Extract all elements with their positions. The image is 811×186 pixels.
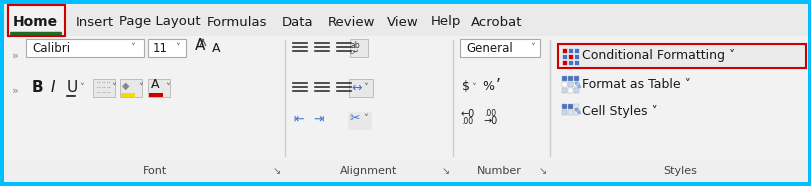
Text: %: %: [482, 79, 493, 92]
Bar: [573, 60, 578, 65]
Text: ✎: ✎: [573, 81, 581, 91]
Text: ˅: ˅: [111, 83, 116, 93]
Text: General: General: [466, 41, 512, 54]
Text: .00: .00: [483, 110, 496, 118]
Bar: [561, 82, 566, 87]
Text: Font: Font: [143, 166, 167, 176]
Text: Insert: Insert: [75, 15, 114, 28]
Text: ⇤: ⇤: [293, 113, 303, 126]
Text: ◆: ◆: [122, 81, 129, 91]
Text: Number: Number: [476, 166, 521, 176]
Text: ˅: ˅: [530, 43, 534, 53]
Text: ˅: ˅: [175, 43, 180, 53]
Text: ˅: ˅: [130, 43, 135, 53]
Bar: [568, 60, 573, 65]
Text: Home: Home: [13, 15, 58, 29]
Bar: [561, 54, 566, 59]
Bar: [148, 39, 186, 57]
Bar: [573, 54, 578, 59]
Bar: [460, 39, 539, 57]
Bar: [93, 79, 115, 97]
Text: ˅: ˅: [470, 83, 475, 93]
Bar: [573, 88, 578, 93]
Text: Help: Help: [430, 15, 460, 28]
Bar: [573, 82, 578, 87]
Bar: [121, 93, 135, 97]
Text: ’: ’: [496, 78, 500, 94]
Bar: [561, 48, 566, 53]
Text: Alignment: Alignment: [340, 166, 397, 176]
Text: ⇥: ⇥: [312, 113, 323, 126]
Text: c↵: c↵: [350, 49, 359, 55]
Text: A: A: [212, 41, 221, 54]
Text: Review: Review: [328, 15, 375, 28]
Text: ˅: ˅: [363, 83, 367, 93]
Text: Data: Data: [282, 15, 313, 28]
Text: B: B: [32, 81, 44, 95]
Bar: [4, 4, 807, 36]
Bar: [573, 76, 578, 81]
Text: .00: .00: [461, 116, 473, 126]
Text: Cell Styles ˅: Cell Styles ˅: [581, 105, 657, 118]
Bar: [120, 79, 142, 97]
Bar: [561, 104, 566, 109]
Bar: [568, 48, 573, 53]
Bar: [573, 48, 578, 53]
Text: Format as Table ˅: Format as Table ˅: [581, 78, 690, 91]
Text: →0: →0: [483, 116, 498, 126]
Text: A: A: [195, 38, 205, 52]
Bar: [568, 82, 573, 87]
Text: ˅: ˅: [363, 114, 367, 124]
Text: A: A: [151, 78, 159, 92]
Bar: [568, 76, 573, 81]
Bar: [568, 104, 573, 109]
Text: 11: 11: [152, 41, 168, 54]
Text: ←0: ←0: [461, 109, 474, 119]
Bar: [568, 88, 573, 93]
Bar: [561, 88, 566, 93]
Text: ab: ab: [350, 41, 360, 51]
Bar: [568, 54, 573, 59]
Bar: [8, 5, 65, 36]
Bar: [4, 160, 807, 182]
Text: I: I: [51, 81, 55, 95]
Text: ˅: ˅: [138, 83, 143, 93]
Text: Conditional Formatting ˅: Conditional Formatting ˅: [581, 49, 734, 62]
Text: Page Layout: Page Layout: [118, 15, 200, 28]
Text: ✎: ✎: [573, 107, 581, 117]
Text: ↘: ↘: [272, 166, 281, 176]
Text: ↔: ↔: [350, 81, 361, 94]
Bar: [148, 93, 163, 97]
Text: Styles: Styles: [663, 166, 696, 176]
Bar: [561, 60, 566, 65]
Text: Formulas: Formulas: [207, 15, 267, 28]
Bar: [4, 36, 807, 160]
Text: Calibri: Calibri: [32, 41, 70, 54]
Bar: [26, 39, 144, 57]
Bar: [148, 79, 169, 97]
Bar: [348, 112, 371, 130]
Bar: [557, 44, 805, 68]
Bar: [573, 110, 578, 115]
Text: ↘: ↘: [539, 166, 547, 176]
Bar: [349, 79, 372, 97]
Text: »: »: [12, 51, 19, 61]
Text: View: View: [387, 15, 418, 28]
Text: ↘: ↘: [441, 166, 449, 176]
Text: Acrobat: Acrobat: [470, 15, 521, 28]
Text: ˅: ˅: [165, 83, 169, 93]
Text: $: $: [461, 79, 470, 92]
Bar: [561, 110, 566, 115]
Bar: [561, 76, 566, 81]
Text: ˅: ˅: [79, 83, 84, 93]
Text: U: U: [67, 81, 78, 95]
Bar: [568, 110, 573, 115]
Text: »: »: [12, 86, 19, 96]
Bar: [350, 39, 367, 57]
Text: ✂: ✂: [349, 113, 359, 126]
Bar: [573, 104, 578, 109]
